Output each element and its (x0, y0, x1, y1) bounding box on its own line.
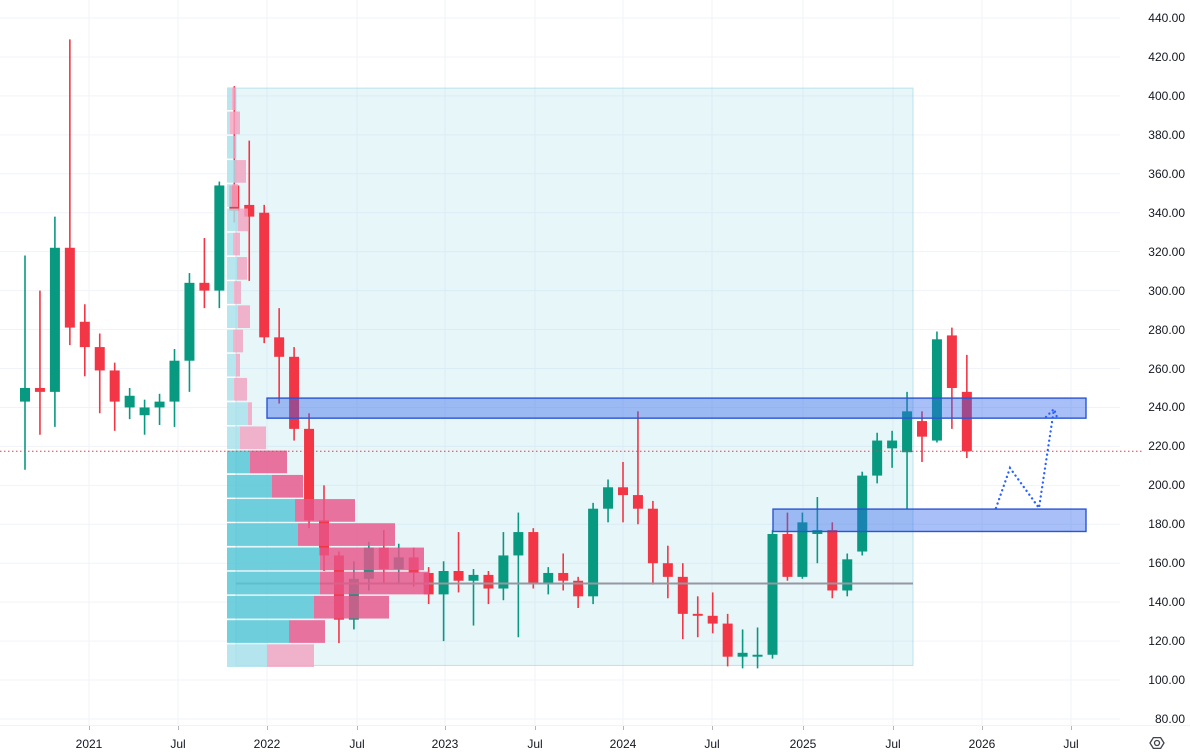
time-axis-label: 2023 (431, 737, 459, 751)
price-axis-label: 220.00 (1148, 439, 1185, 454)
price-axis-label: 200.00 (1148, 478, 1185, 493)
time-axis-tick (535, 726, 536, 730)
price-axis-label: 80.00 (1154, 712, 1185, 726)
time-axis-tick (623, 726, 624, 730)
time-axis-label: Jul (349, 737, 365, 751)
time-axis-label: 2022 (253, 737, 281, 751)
price-axis-label: 120.00 (1148, 634, 1185, 649)
price-axis-label: 320.00 (1148, 244, 1185, 259)
time-axis-label: 2024 (609, 737, 637, 751)
price-scale-settings-button[interactable] (1146, 733, 1168, 753)
price-axis-label: 160.00 (1148, 556, 1185, 571)
time-axis-tick (267, 726, 268, 730)
time-axis-tick (712, 726, 713, 730)
price-axis-label: 340.00 (1148, 205, 1185, 220)
zone-supply[interactable] (266, 397, 1087, 419)
price-axis-label: 420.00 (1148, 49, 1185, 64)
time-axis-tick (1071, 726, 1072, 730)
price-axis-label: 280.00 (1148, 322, 1185, 337)
time-axis-label: 2021 (75, 737, 103, 751)
time-axis-tick (445, 726, 446, 730)
price-axis-label: 400.00 (1148, 88, 1185, 103)
price-axis-label: 100.00 (1148, 673, 1185, 688)
price-axis-label: 380.00 (1148, 127, 1185, 142)
price-scale-settings-icon (1149, 736, 1165, 750)
time-axis-tick (89, 726, 90, 730)
price-axis-label: 440.00 (1148, 11, 1185, 25)
price-axis[interactable]: 440.00 420.00 400.00 380.00 360.00 340.00 320.… (1120, 0, 1190, 726)
candles (20, 39, 972, 669)
time-axis-label: Jul (170, 737, 186, 751)
price-axis-label: 180.00 (1148, 517, 1185, 532)
time-axis-tick (803, 726, 804, 730)
time-axis-label: 2026 (968, 737, 996, 751)
zone-demand[interactable] (772, 508, 1087, 533)
price-axis-label: 260.00 (1148, 361, 1185, 376)
price-axis-label: 240.00 (1148, 400, 1185, 415)
time-axis[interactable]: 2021 Jul 2022 Jul 2023 Jul 2024 Jul 2025 Jul 2026 J… (0, 725, 1190, 756)
time-axis-label: Jul (885, 737, 901, 751)
projection-arrow[interactable] (994, 406, 1060, 511)
time-axis-label: 2025 (789, 737, 817, 751)
price-axis-label: 300.00 (1148, 283, 1185, 298)
price-axis-label: 140.00 (1148, 595, 1185, 610)
chart-canvas[interactable] (0, 0, 1190, 725)
time-axis-label: Jul (704, 737, 720, 751)
time-axis-tick (357, 726, 358, 730)
volume-profile[interactable] (227, 87, 429, 668)
time-axis-label: Jul (1063, 737, 1079, 751)
time-axis-tick (982, 726, 983, 730)
price-axis-label: 360.00 (1148, 166, 1185, 181)
time-axis-label: Jul (527, 737, 543, 751)
time-axis-tick (893, 726, 894, 730)
time-axis-tick (178, 726, 179, 730)
